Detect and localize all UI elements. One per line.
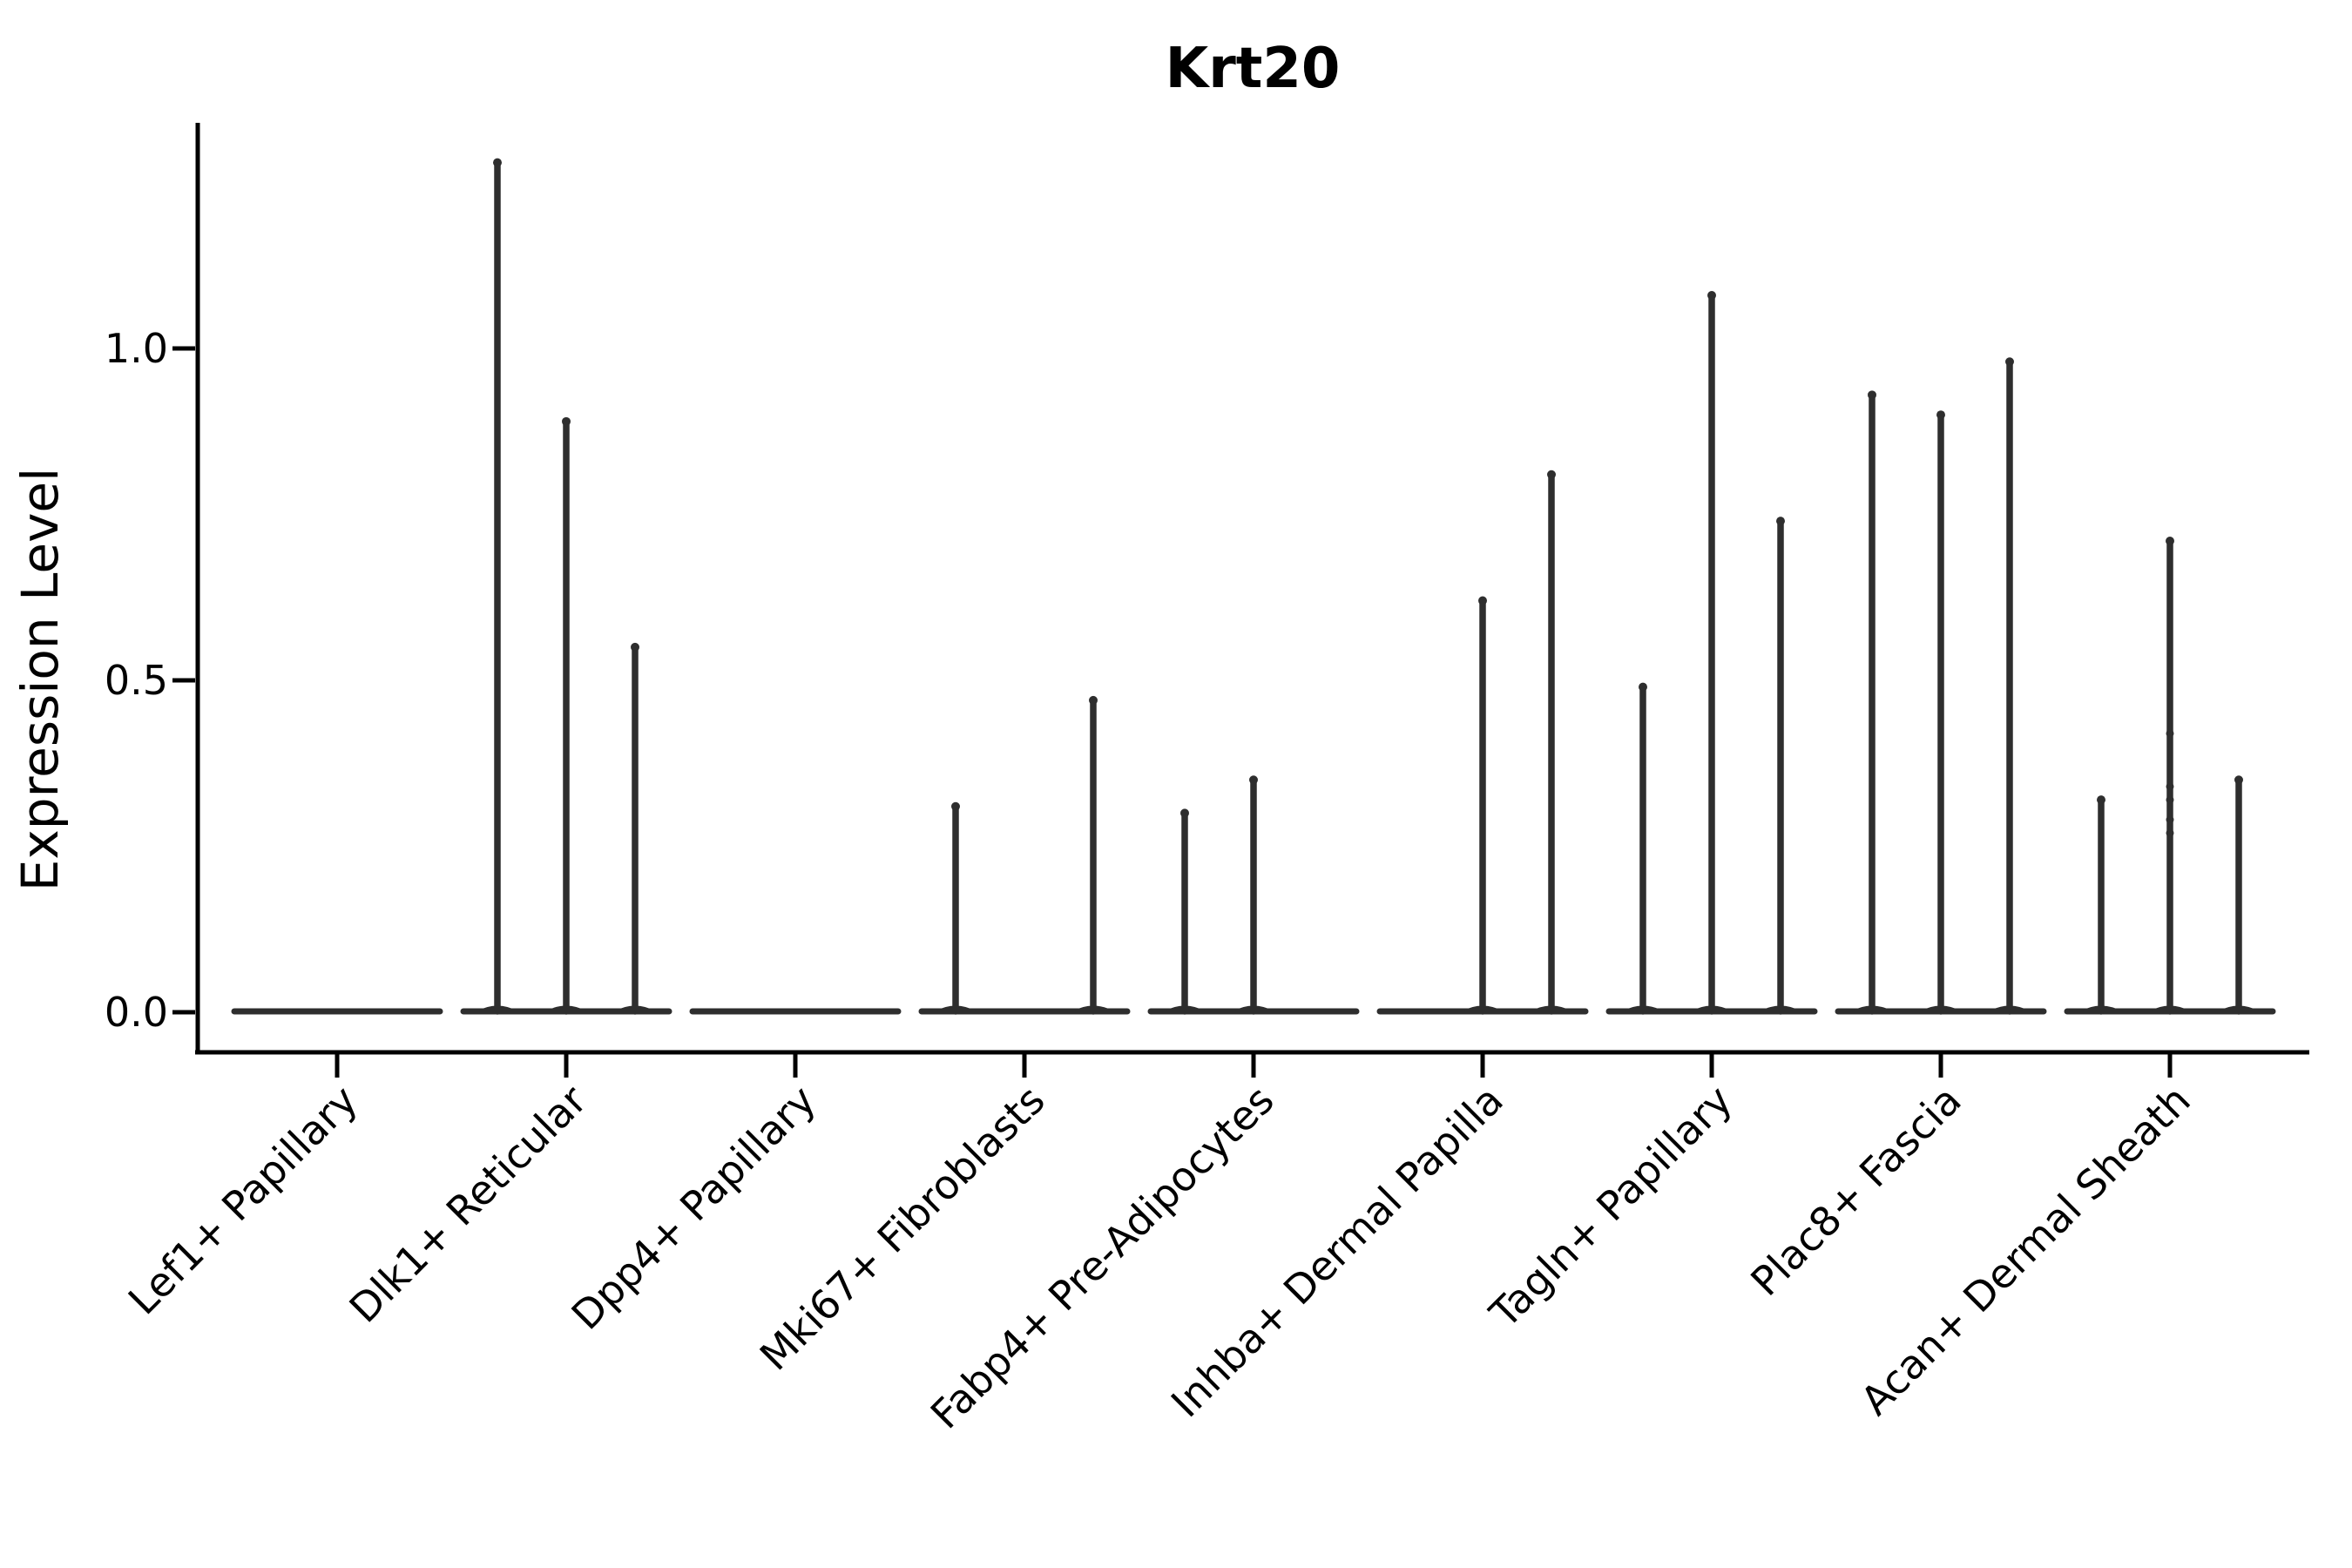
expression-point [2005, 357, 2014, 367]
chart-title: Krt20 [1166, 37, 1341, 101]
expression-point [1547, 470, 1556, 479]
expression-point [1249, 775, 1258, 785]
expression-point [2166, 795, 2174, 804]
expression-point [1707, 291, 1716, 301]
x-tick-label: Lef1+ Papillary [119, 1077, 367, 1324]
y-tick-label-1: 0.5 [105, 657, 168, 704]
expression-point [1478, 596, 1487, 605]
x-tick-label: Dpp4+ Papillary [563, 1077, 825, 1339]
expression-point [1639, 682, 1647, 692]
expression-point [1089, 695, 1098, 705]
expression-point [1936, 410, 1945, 420]
y-tick-label-2: 1.0 [105, 325, 168, 372]
x-tick-label: Plac8+ Fascia [1741, 1077, 1970, 1305]
expression-point [2166, 536, 2174, 545]
expression-point [631, 642, 639, 652]
expression-point [2097, 795, 2105, 805]
expression-point [2166, 782, 2174, 791]
expression-point [493, 158, 502, 167]
expression-point [2166, 815, 2174, 824]
y-tick-label-0: 0.0 [105, 989, 168, 1036]
y-axis-label: Expression Level [10, 468, 70, 891]
expression-point [2166, 828, 2174, 837]
expression-point [562, 416, 571, 426]
expression-point [2234, 775, 2243, 785]
expression-point [951, 801, 960, 811]
x-ticks-layer [335, 1052, 2173, 1078]
x-tick-label: Tagln+ Papillary [1480, 1077, 1741, 1338]
expression-point [1868, 390, 1876, 400]
expression-point [2166, 729, 2174, 738]
x-tick-label: Dlk1+ Reticular [341, 1077, 596, 1332]
expression-point [1776, 517, 1785, 526]
expression-point [1180, 808, 1189, 818]
violins-layer [231, 158, 2276, 1015]
